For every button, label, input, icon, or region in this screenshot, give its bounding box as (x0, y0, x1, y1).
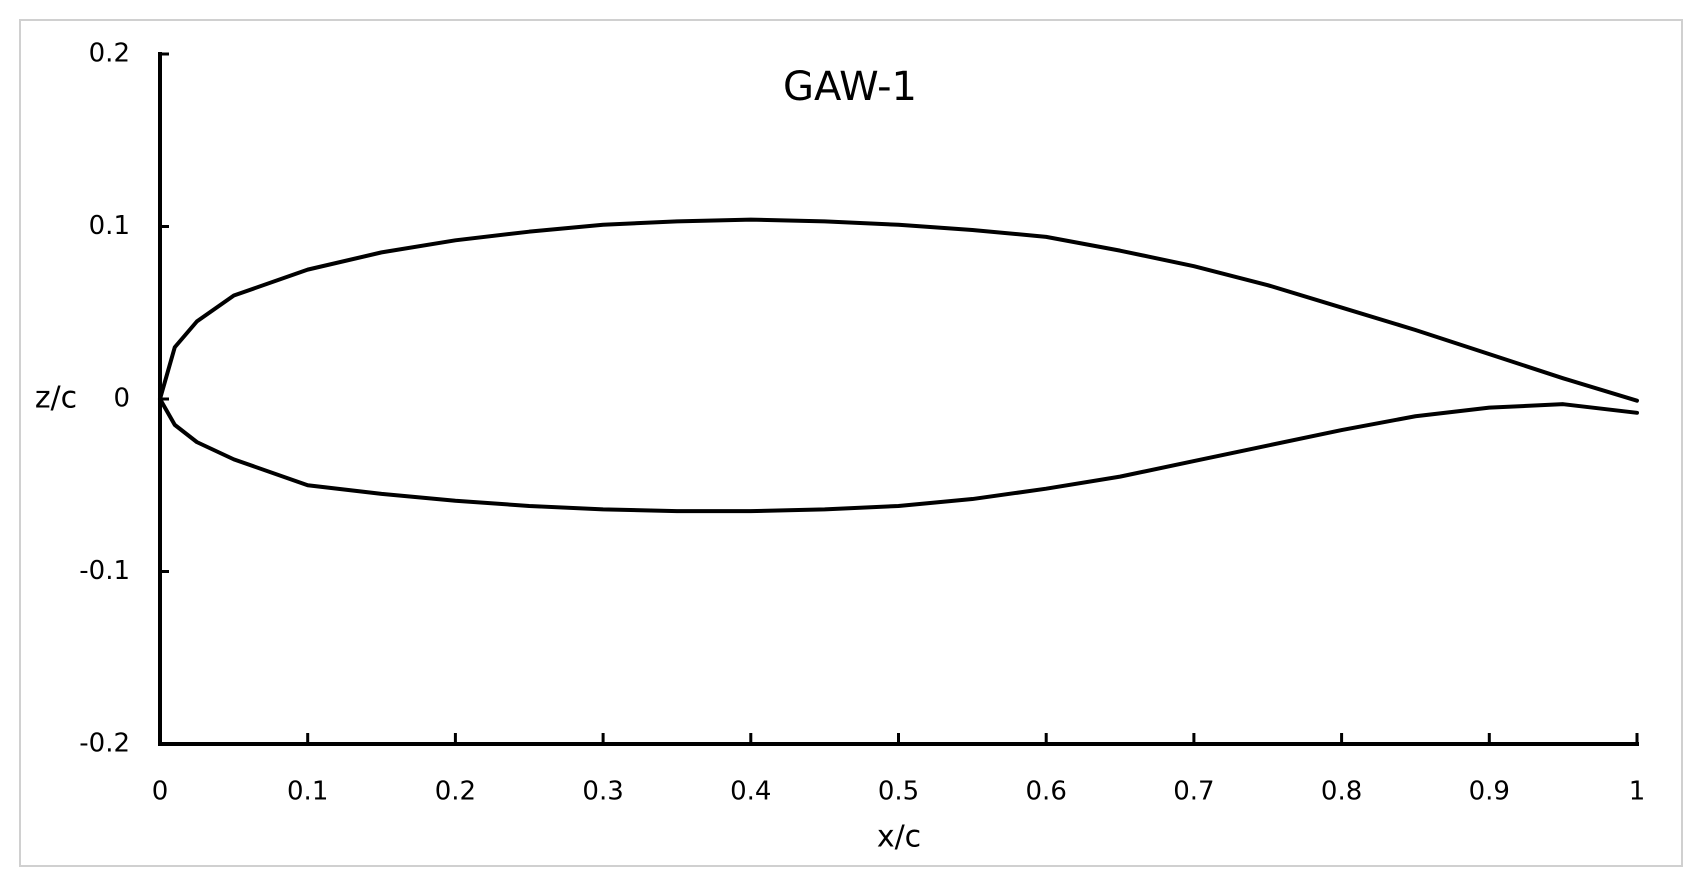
chart-frame (19, 19, 1683, 867)
y-tick-label: 0 (113, 384, 130, 414)
y-tick-label: 0.1 (89, 211, 130, 241)
y-tick-label: -0.2 (79, 729, 130, 759)
x-axis-label: x/c (877, 820, 921, 855)
x-tick-label: 0.2 (435, 777, 476, 807)
x-tick-label: 0.7 (1173, 777, 1214, 807)
x-tick-label: 1 (1629, 777, 1646, 807)
x-tick-label: 0.4 (730, 777, 771, 807)
series-line (158, 397, 1639, 514)
x-tick-label: 0.6 (1026, 777, 1067, 807)
x-tick-label: 0 (152, 777, 169, 807)
x-tick-label: 0.5 (878, 777, 919, 807)
x-tick-label: 0.8 (1321, 777, 1362, 807)
y-tick-label: 0.2 (89, 39, 130, 69)
series-line (158, 217, 1639, 403)
x-tick-label: 0.1 (287, 777, 328, 807)
chart-title: GAW-1 (783, 64, 917, 110)
y-axis-label: z/c (35, 381, 77, 416)
x-tick-label: 0.9 (1469, 777, 1510, 807)
x-tick-label: 0.3 (582, 777, 623, 807)
y-tick-label: -0.1 (79, 556, 130, 586)
